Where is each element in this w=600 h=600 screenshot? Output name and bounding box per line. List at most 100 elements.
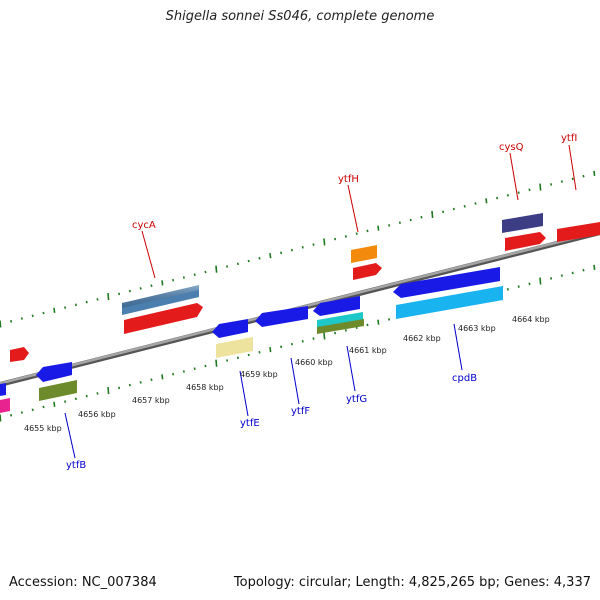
minor-tick [366, 229, 369, 233]
minor-tick [280, 251, 283, 255]
minor-tick [388, 318, 391, 321]
minor-tick [85, 300, 88, 304]
minor-tick [42, 311, 45, 315]
minor-tick [301, 245, 304, 249]
major-tick [539, 277, 542, 285]
minor-tick [334, 331, 337, 335]
gene-feature-ytfE-lower[interactable] [216, 337, 253, 358]
minor-tick [96, 298, 99, 301]
gene-label-ytfH[interactable]: ytfH [338, 174, 359, 185]
major-tick [107, 293, 110, 301]
major-tick [215, 265, 218, 273]
gene-feature-cpdB[interactable] [393, 267, 500, 298]
minor-tick [355, 232, 358, 236]
minor-tick [388, 224, 391, 227]
minor-tick [139, 287, 142, 290]
major-tick [215, 359, 218, 367]
tick-track-lower [0, 264, 596, 422]
gene-label-ytfG[interactable]: ytfG [346, 394, 367, 405]
gene-feature-ytfG[interactable] [313, 296, 360, 316]
gene-feature-ytfH-upper[interactable] [351, 245, 377, 263]
minor-tick [452, 207, 455, 211]
kbp-label: 4657 kbp [132, 396, 170, 405]
kbp-label: 4662 kbp [403, 334, 441, 343]
minor-tick [42, 405, 45, 409]
minor-tick [280, 345, 283, 349]
minor-tick [96, 392, 99, 395]
minor-tick [344, 235, 347, 238]
minor-tick [53, 401, 56, 407]
gene-feature-ytfB-lower[interactable] [39, 380, 77, 401]
gene-feature-cysQ-upper[interactable] [502, 213, 543, 233]
minor-tick [571, 271, 574, 275]
minor-tick [172, 278, 175, 282]
accession-text: Accession: NC_007384 [9, 575, 157, 590]
gene-feature-ytfG-olive[interactable] [317, 319, 364, 334]
gene-feature-ytfH[interactable] [353, 263, 382, 280]
minor-tick [236, 356, 239, 360]
minor-tick [496, 196, 499, 200]
minor-tick [409, 218, 412, 222]
minor-tick [74, 397, 77, 401]
minor-tick [204, 364, 207, 368]
minor-tick [226, 359, 229, 362]
gene-feature-left-edge-magenta[interactable] [0, 398, 10, 413]
gene-feature-cysQ[interactable] [505, 232, 546, 251]
tick-track-upper [0, 170, 596, 328]
gene-label-cysQ[interactable]: cysQ [499, 142, 524, 153]
minor-tick [150, 378, 153, 382]
gene-feature-ytfB[interactable] [36, 362, 72, 382]
minor-tick [366, 323, 369, 327]
minor-tick [528, 188, 531, 192]
minor-tick [236, 262, 239, 266]
minor-tick [193, 273, 196, 277]
minor-tick [312, 337, 315, 340]
minor-tick [118, 292, 121, 296]
gene-feature-left-edge-blue[interactable] [0, 383, 6, 396]
minor-tick [312, 243, 315, 246]
kbp-label: 4663 kbp [458, 324, 496, 333]
minor-tick [53, 307, 56, 313]
major-tick [323, 332, 326, 340]
gene-feature-cycA[interactable] [124, 303, 203, 334]
minor-tick [334, 237, 337, 241]
gene-label-cycA[interactable]: cycA [132, 220, 156, 231]
minor-tick [64, 306, 67, 309]
major-tick [0, 414, 2, 422]
minor-tick [20, 411, 23, 414]
minor-tick [290, 342, 293, 346]
minor-tick [161, 374, 164, 380]
minor-tick [182, 370, 185, 373]
minor-tick [398, 221, 401, 225]
gene-label-cpdB[interactable]: cpdB [452, 373, 477, 384]
minor-tick [128, 383, 131, 387]
gene-feature-ytfF[interactable] [255, 306, 308, 327]
minor-tick [474, 202, 477, 205]
gene-label-ytfB[interactable]: ytfB [66, 460, 86, 471]
minor-tick [10, 319, 13, 323]
gene-label-ytfI[interactable]: ytfI [561, 133, 577, 144]
major-tick [539, 183, 542, 191]
gene-feature-ytfG-cyan[interactable] [317, 312, 363, 328]
gene-feature-cpdB-lower[interactable] [396, 286, 503, 319]
minor-tick [269, 253, 272, 259]
minor-tick [258, 350, 261, 354]
minor-tick [377, 225, 380, 231]
gene-labels-forward: cycA ytfH cysQ ytfI [132, 133, 577, 231]
minor-tick [560, 274, 563, 277]
minor-tick [560, 180, 563, 183]
gene-feature-left-red[interactable] [10, 347, 29, 362]
minor-tick [593, 264, 596, 270]
minor-tick [226, 265, 229, 268]
minor-tick [161, 280, 164, 286]
minor-tick [150, 284, 153, 288]
gene-feature-ytfI[interactable] [557, 222, 600, 242]
kbp-label: 4655 kbp [24, 424, 62, 433]
minor-tick [247, 259, 250, 263]
gene-feature-ytfE[interactable] [212, 319, 248, 338]
gene-label-ytfE[interactable]: ytfE [240, 418, 260, 429]
minor-tick [31, 314, 34, 318]
feature-row-reverse [0, 267, 503, 413]
gene-label-ytfF[interactable]: ytfF [291, 406, 310, 417]
